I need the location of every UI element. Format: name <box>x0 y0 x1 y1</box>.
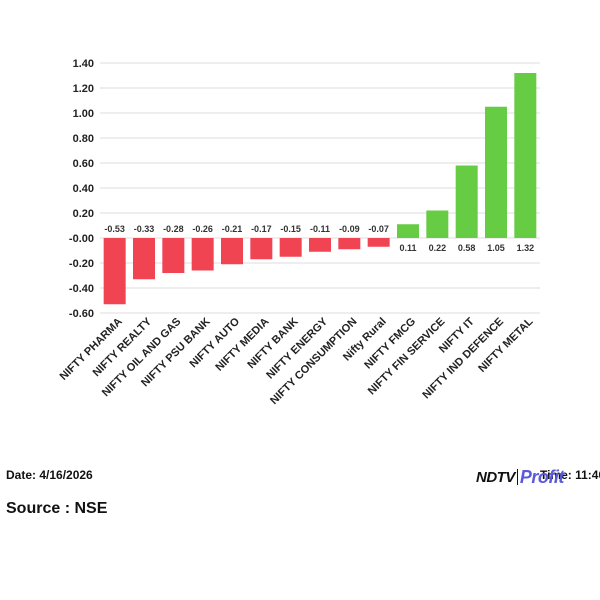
y-tick-label: -0.20 <box>69 258 94 270</box>
y-axis-ticks: 1.40 1.20 1.00 0.80 0.60 0.40 0.20 -0.00 -0.20 -0… <box>69 58 94 320</box>
y-tick-label: 0.40 <box>73 183 94 195</box>
data-label: -0.53 <box>104 224 125 234</box>
data-label: -0.09 <box>339 224 360 234</box>
data-label: -0.28 <box>163 224 184 234</box>
date-label: Date: 4/16/2026 <box>6 468 93 482</box>
ndtv-profit-logo: NDTV Profit <box>476 466 564 488</box>
bar <box>309 238 331 252</box>
bar <box>455 165 478 238</box>
grid-layer <box>100 62 540 314</box>
bars <box>103 73 537 305</box>
data-label: -0.26 <box>192 224 213 234</box>
y-tick-label: 1.00 <box>73 108 94 120</box>
bar <box>191 238 214 271</box>
bar <box>133 238 155 280</box>
y-tick-label: 1.40 <box>73 58 94 70</box>
bar <box>367 238 390 247</box>
data-label: 0.11 <box>399 243 416 253</box>
data-label: -0.11 <box>310 224 330 234</box>
y-tick-label: 0.60 <box>73 158 94 170</box>
bar <box>103 238 126 305</box>
data-label: -0.15 <box>280 224 301 234</box>
y-tick-label: 0.80 <box>73 133 94 145</box>
bar <box>250 238 273 260</box>
logo-ndtv-text: NDTV <box>476 468 515 486</box>
data-label: 1.32 <box>517 243 535 253</box>
logo-divider <box>516 469 518 485</box>
y-tick-label: -0.00 <box>69 233 94 245</box>
bar <box>514 73 537 238</box>
y-tick-label: 0.20 <box>73 208 94 220</box>
y-tick-label: -0.60 <box>69 308 94 320</box>
x-tick-label: NIFTY METAL <box>476 315 535 374</box>
bar <box>221 238 243 265</box>
data-label: -0.21 <box>222 224 243 234</box>
bar <box>397 224 419 238</box>
bar <box>426 210 449 238</box>
data-label: -0.17 <box>251 224 272 234</box>
y-tick-label: -0.40 <box>69 283 94 295</box>
data-label: -0.33 <box>134 224 155 234</box>
source-label: Source : NSE <box>6 500 108 517</box>
bar-chart: 1.40 1.20 1.00 0.80 0.60 0.40 0.20 -0.00 -0.20 -0… <box>58 58 540 407</box>
data-label: 0.58 <box>458 243 476 253</box>
bar <box>485 106 507 238</box>
value-labels: -0.53 -0.33 -0.28 -0.26 -0.21 -0.17 -0.15 -0.11… <box>104 224 534 253</box>
bar <box>338 238 361 250</box>
data-label: 0.22 <box>429 243 447 253</box>
data-label: 1.05 <box>487 243 505 253</box>
bar <box>279 238 302 257</box>
time-label: Time: 11:40 <box>540 468 600 482</box>
logo-profit-text: Profit <box>519 466 565 487</box>
data-label: -0.07 <box>368 224 389 234</box>
y-tick-label: 1.20 <box>73 83 94 95</box>
bar <box>162 238 185 273</box>
